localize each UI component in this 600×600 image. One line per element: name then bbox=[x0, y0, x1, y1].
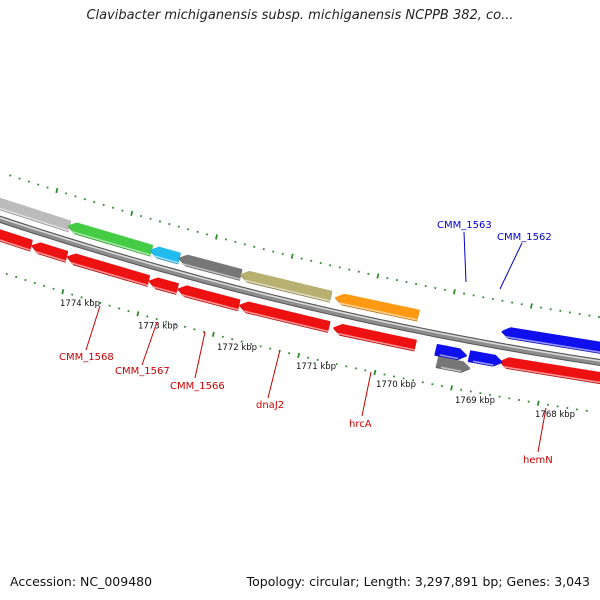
gene-feature[interactable] bbox=[333, 324, 417, 352]
major-tick bbox=[373, 369, 377, 376]
gene-shape bbox=[499, 357, 600, 384]
map-title: Clavibacter michiganensis subsp. michiga… bbox=[86, 8, 514, 23]
leader-line bbox=[85, 305, 101, 351]
gene-shape bbox=[501, 327, 600, 353]
major-tick bbox=[215, 234, 218, 240]
gene-shape bbox=[333, 324, 417, 351]
gene-highlight bbox=[439, 354, 459, 360]
gene-shape bbox=[178, 254, 243, 280]
gene-highlight bbox=[182, 263, 241, 280]
gene-highlight bbox=[71, 230, 152, 256]
gene-feature[interactable] bbox=[501, 327, 600, 356]
gene-feature[interactable] bbox=[0, 225, 33, 252]
kbp-label: 1773 kbp bbox=[138, 322, 178, 332]
leader-line bbox=[141, 321, 158, 366]
major-tick bbox=[376, 273, 380, 279]
gene-highlight bbox=[0, 239, 31, 251]
gene-feature[interactable] bbox=[335, 293, 420, 322]
gene-shape bbox=[177, 285, 241, 311]
gene-shape bbox=[148, 277, 179, 294]
gene-highlight bbox=[242, 310, 329, 333]
accession-text: Accession: NC_009480 bbox=[10, 574, 153, 589]
gene-shape bbox=[67, 222, 153, 256]
gene-shape bbox=[66, 253, 150, 286]
gene-feature[interactable] bbox=[240, 270, 333, 303]
leader-line bbox=[361, 371, 372, 417]
gene-shape bbox=[335, 293, 420, 321]
topology-summary: Topology: circular; Length: 3,297,891 bp… bbox=[246, 574, 590, 589]
gene-feature[interactable] bbox=[67, 222, 153, 257]
kbp-label: 1770 kbp bbox=[376, 380, 416, 390]
gene-label[interactable]: hrcA bbox=[349, 419, 372, 430]
gene-shape bbox=[0, 197, 72, 232]
major-tick bbox=[61, 289, 65, 295]
gene-highlight bbox=[338, 302, 418, 321]
major-tick bbox=[55, 187, 59, 194]
tick-layer: 1774 kbp 1773 kbp 1772 kbp 1771 kbp 1770 kbp… bbox=[5, 174, 600, 420]
major-tick bbox=[290, 253, 294, 259]
gene-feature[interactable] bbox=[435, 356, 471, 373]
gene-feature[interactable] bbox=[31, 242, 69, 263]
gene-highlight bbox=[70, 261, 149, 287]
major-tick bbox=[536, 400, 540, 406]
gene-highlight bbox=[152, 285, 177, 295]
gene-label[interactable]: CMM_1562 bbox=[497, 232, 552, 243]
gene-shape bbox=[239, 301, 331, 332]
gene-label[interactable]: dnaJ2 bbox=[256, 400, 284, 411]
kbp-label: 1769 kbp bbox=[455, 396, 495, 406]
gene-highlight bbox=[34, 250, 67, 262]
gene-shape bbox=[240, 270, 333, 302]
gene-feature[interactable] bbox=[148, 277, 179, 295]
gene-shape bbox=[31, 242, 69, 262]
gene-label[interactable]: CMM_1568 bbox=[59, 352, 114, 363]
gene-feature[interactable] bbox=[66, 253, 150, 287]
gene-highlight bbox=[440, 366, 462, 373]
major-tick bbox=[136, 311, 140, 317]
gene-highlight bbox=[0, 207, 70, 232]
gene-feature[interactable] bbox=[0, 195, 72, 233]
leader-line bbox=[267, 349, 281, 399]
major-tick bbox=[450, 385, 454, 391]
gene-feature[interactable] bbox=[239, 301, 331, 333]
gene-feature[interactable] bbox=[499, 357, 600, 385]
gene-feature[interactable] bbox=[177, 285, 241, 312]
gene-feature[interactable] bbox=[434, 343, 467, 361]
gene-highlight bbox=[472, 360, 494, 366]
gene-highlight bbox=[336, 332, 415, 351]
leader-line bbox=[463, 231, 467, 283]
feature-layer bbox=[0, 195, 600, 385]
gene-label[interactable]: CMM_1566 bbox=[170, 381, 225, 392]
gene-label[interactable]: CMM_1563 bbox=[437, 220, 492, 231]
kbp-label: 1774 kbp bbox=[60, 299, 100, 309]
leader-line bbox=[499, 242, 523, 290]
leader-line bbox=[537, 407, 547, 453]
gene-highlight bbox=[181, 293, 239, 311]
gene-highlight bbox=[243, 279, 331, 302]
major-tick bbox=[529, 303, 533, 309]
kbp-label: 1771 kbp bbox=[296, 362, 336, 372]
gene-shape bbox=[149, 246, 181, 264]
gene-feature[interactable] bbox=[467, 350, 503, 367]
backbone-line bbox=[0, 216, 600, 362]
gene-label[interactable]: hemN bbox=[523, 455, 553, 466]
kbp-label: 1768 kbp bbox=[535, 410, 575, 420]
gene-highlight bbox=[153, 255, 179, 264]
major-tick bbox=[130, 210, 134, 216]
gene-highlight bbox=[505, 335, 600, 353]
gene-label[interactable]: CMM_1567 bbox=[115, 366, 170, 377]
backbone-layer bbox=[0, 215, 600, 367]
gene-highlight bbox=[503, 366, 600, 384]
gene-feature[interactable] bbox=[149, 246, 181, 265]
major-tick bbox=[211, 331, 215, 337]
gene-shape bbox=[0, 229, 33, 251]
backbone-line bbox=[0, 216, 600, 366]
leader-line bbox=[194, 331, 206, 379]
gene-feature[interactable] bbox=[178, 254, 243, 281]
kbp-label: 1772 kbp bbox=[217, 343, 257, 353]
major-tick bbox=[452, 289, 456, 295]
major-tick bbox=[297, 352, 301, 359]
